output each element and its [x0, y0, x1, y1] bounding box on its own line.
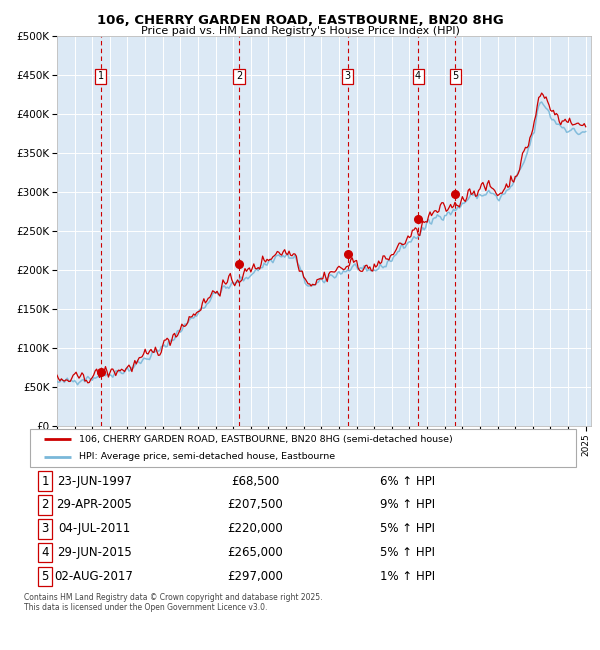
- Text: HPI: Average price, semi-detached house, Eastbourne: HPI: Average price, semi-detached house,…: [79, 452, 335, 461]
- Text: 3: 3: [345, 72, 351, 81]
- Text: 29-JUN-2015: 29-JUN-2015: [57, 546, 131, 559]
- Text: £68,500: £68,500: [231, 474, 279, 488]
- Text: 1: 1: [98, 72, 104, 81]
- Text: 23-JUN-1997: 23-JUN-1997: [57, 474, 131, 488]
- Text: 4: 4: [41, 546, 49, 559]
- Text: 4: 4: [415, 72, 421, 81]
- Text: 1: 1: [41, 474, 49, 488]
- Text: 5% ↑ HPI: 5% ↑ HPI: [380, 523, 434, 536]
- Text: 5% ↑ HPI: 5% ↑ HPI: [380, 546, 434, 559]
- Text: £265,000: £265,000: [227, 546, 283, 559]
- Text: £207,500: £207,500: [227, 499, 283, 512]
- Text: Price paid vs. HM Land Registry's House Price Index (HPI): Price paid vs. HM Land Registry's House …: [140, 26, 460, 36]
- Text: 2: 2: [41, 499, 49, 512]
- Text: 6% ↑ HPI: 6% ↑ HPI: [380, 474, 435, 488]
- Text: £220,000: £220,000: [227, 523, 283, 536]
- Text: Contains HM Land Registry data © Crown copyright and database right 2025.
This d: Contains HM Land Registry data © Crown c…: [24, 593, 323, 612]
- Text: 5: 5: [41, 570, 49, 583]
- Text: 04-JUL-2011: 04-JUL-2011: [58, 523, 130, 536]
- Text: 106, CHERRY GARDEN ROAD, EASTBOURNE, BN20 8HG (semi-detached house): 106, CHERRY GARDEN ROAD, EASTBOURNE, BN2…: [79, 435, 453, 444]
- Text: 29-APR-2005: 29-APR-2005: [56, 499, 132, 512]
- FancyBboxPatch shape: [30, 429, 576, 467]
- Text: £297,000: £297,000: [227, 570, 283, 583]
- Text: 5: 5: [452, 72, 458, 81]
- Text: 106, CHERRY GARDEN ROAD, EASTBOURNE, BN20 8HG: 106, CHERRY GARDEN ROAD, EASTBOURNE, BN2…: [97, 14, 503, 27]
- Text: 2: 2: [236, 72, 242, 81]
- Text: 1% ↑ HPI: 1% ↑ HPI: [380, 570, 435, 583]
- Text: 9% ↑ HPI: 9% ↑ HPI: [380, 499, 435, 512]
- Text: 02-AUG-2017: 02-AUG-2017: [55, 570, 134, 583]
- Text: 3: 3: [41, 523, 49, 536]
